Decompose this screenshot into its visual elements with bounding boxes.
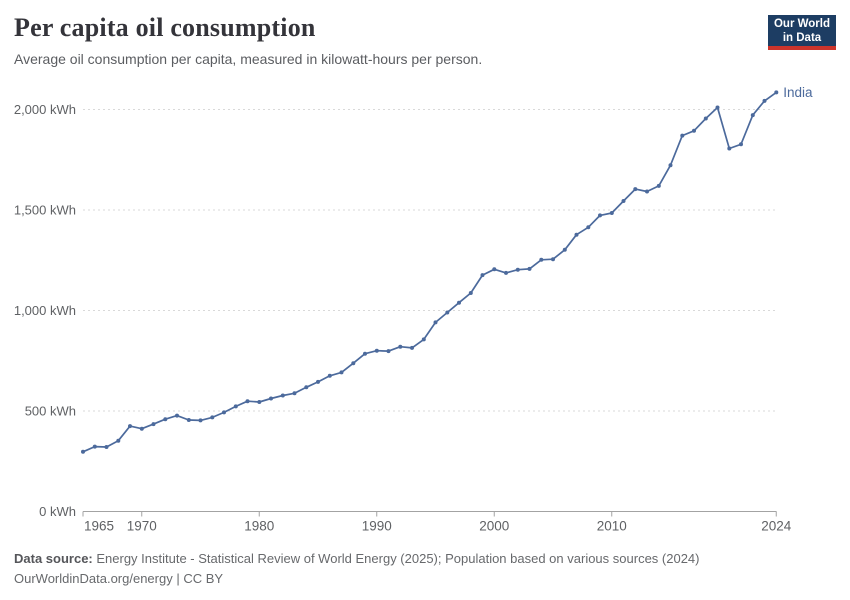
data-point — [445, 310, 450, 315]
data-point — [81, 449, 85, 454]
data-source-line: Data source: Energy Institute - Statisti… — [14, 549, 814, 569]
data-point — [727, 146, 732, 151]
data-point — [210, 415, 215, 420]
data-point — [774, 90, 779, 95]
data-point — [562, 247, 567, 252]
data-point — [351, 361, 356, 366]
data-point — [480, 273, 485, 278]
data-point — [269, 396, 273, 401]
data-point — [186, 418, 191, 422]
data-point — [433, 320, 438, 325]
data-point — [621, 199, 626, 203]
data-point — [680, 133, 685, 138]
data-point — [304, 385, 309, 390]
data-point — [468, 291, 473, 295]
chart-footer: Data source: Energy Institute - Statisti… — [14, 549, 814, 588]
data-point — [504, 270, 508, 275]
x-axis-label: 1990 — [362, 519, 392, 534]
x-axis-label: 2000 — [479, 519, 509, 534]
data-point — [386, 349, 391, 354]
data-point — [363, 351, 367, 356]
y-axis-label: 1,000 kWh — [14, 303, 76, 318]
data-point — [116, 438, 121, 443]
data-point — [104, 445, 109, 449]
data-point — [339, 370, 344, 375]
data-point — [280, 393, 285, 398]
data-point — [574, 232, 579, 237]
series-label-india[interactable]: India — [783, 85, 813, 100]
license-line: OurWorldinData.org/energy | CC BY — [14, 570, 224, 586]
data-point — [327, 373, 332, 378]
data-point — [492, 267, 497, 272]
x-axis-label: 1965 — [84, 519, 114, 534]
data-point — [551, 257, 555, 262]
x-axis-label: 2010 — [597, 519, 627, 534]
data-source-label: Data source: — [14, 551, 93, 566]
data-point — [609, 211, 614, 215]
data-point — [421, 337, 426, 342]
data-point — [398, 344, 403, 349]
data-point — [292, 391, 297, 396]
data-point — [457, 300, 461, 305]
data-point — [750, 113, 755, 118]
data-point — [233, 404, 238, 409]
data-point — [598, 213, 602, 218]
data-point — [633, 187, 638, 192]
data-point — [222, 410, 226, 415]
data-point — [316, 379, 320, 384]
x-axis-label: 2024 — [761, 519, 792, 534]
data-point — [703, 116, 708, 121]
y-axis-label: 0 kWh — [39, 504, 76, 519]
data-point — [539, 257, 544, 262]
data-point — [410, 345, 414, 350]
data-point — [175, 413, 179, 418]
data-point — [198, 418, 203, 423]
data-point — [151, 422, 156, 427]
data-point — [715, 105, 720, 110]
page-title: Per capita oil consumption — [14, 13, 316, 42]
data-point — [668, 163, 673, 168]
data-point — [245, 399, 250, 404]
data-point — [586, 225, 591, 230]
y-axis-label: 1,500 kWh — [14, 203, 76, 218]
x-axis-label: 1980 — [244, 519, 274, 534]
data-point — [762, 98, 767, 103]
data-point — [374, 348, 379, 353]
y-axis-label: 500 kWh — [25, 404, 76, 419]
series-line-india[interactable] — [82, 91, 778, 453]
data-point — [92, 444, 97, 449]
data-point — [692, 128, 696, 133]
owid-logo-line1: Our World — [773, 18, 830, 30]
data-point — [739, 142, 743, 147]
data-point — [656, 183, 661, 188]
data-source-value: Energy Institute - Statistical Review of… — [92, 551, 700, 566]
data-point — [128, 424, 132, 429]
page-subtitle: Average oil consumption per capita, meas… — [14, 51, 483, 67]
data-point — [645, 189, 649, 194]
y-axis-label: 2,000 kWh — [14, 102, 76, 117]
data-point — [515, 267, 520, 272]
data-point — [163, 417, 168, 422]
data-point — [527, 266, 532, 271]
owid-logo: Our World in Data — [768, 15, 836, 50]
data-point — [139, 426, 144, 431]
data-point — [257, 400, 262, 404]
x-axis-label: 1970 — [127, 519, 157, 534]
owid-logo-line2: in Data — [782, 32, 822, 44]
